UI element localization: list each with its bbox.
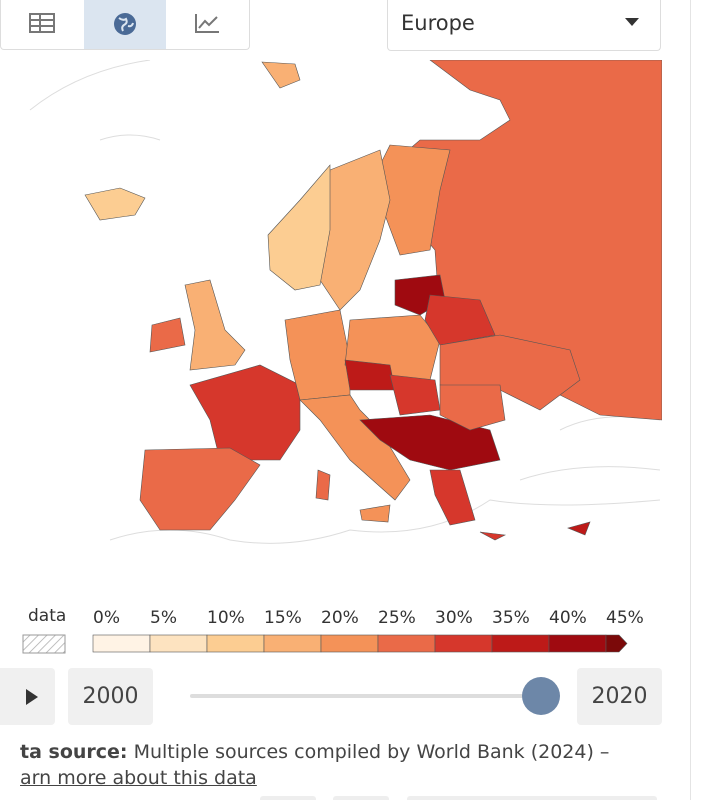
play-icon [25, 688, 38, 705]
legend-label: 40% [549, 608, 587, 628]
legend-swatch [548, 634, 607, 653]
source-label: ta source: [20, 741, 128, 763]
legend-label: 35% [492, 608, 530, 628]
start-year[interactable]: 2000 [68, 668, 153, 725]
legend-label: 45% [606, 608, 644, 628]
legend-swatch [263, 634, 322, 653]
chart-tab[interactable] [194, 12, 220, 34]
source-link[interactable]: arn more about this data [20, 767, 257, 789]
countries [84, 60, 662, 541]
legend-swatch [92, 634, 151, 653]
no-data-swatch [22, 634, 66, 654]
slider-knob[interactable] [522, 677, 560, 715]
tab-bar [0, 0, 250, 50]
region-dropdown[interactable]: Europe [387, 0, 661, 51]
legend-swatch [320, 634, 379, 653]
footer-button [260, 796, 316, 800]
legend-label: 25% [378, 608, 416, 628]
map [29, 60, 662, 544]
play-button[interactable] [0, 668, 55, 725]
slider-track [190, 694, 540, 698]
region-label: Europe [401, 11, 475, 35]
legend-swatch [605, 634, 628, 653]
footer-button [407, 796, 657, 800]
divider [690, 0, 691, 800]
legend-label: 10% [207, 608, 245, 628]
legend-label: 30% [435, 608, 473, 628]
footer-button [333, 796, 389, 800]
legend: 0% 5% 10% 15% 20% 25% 30% 35% 40% 45% [92, 608, 644, 653]
legend-label: 5% [150, 608, 177, 628]
globe-icon [114, 13, 136, 35]
legend-swatch [377, 634, 436, 653]
end-year[interactable]: 2020 [577, 668, 662, 725]
legend-swatch [434, 634, 493, 653]
source-text: Multiple sources compiled by World Bank … [133, 741, 610, 763]
legend-swatch [491, 634, 550, 653]
no-data-label: data [28, 606, 67, 626]
legend-label: 15% [264, 608, 302, 628]
table-tab[interactable] [29, 12, 55, 34]
source-line: ta source: Multiple sources compiled by … [20, 741, 609, 763]
legend-label: 0% [93, 608, 120, 628]
map-tab[interactable] [84, 0, 166, 49]
legend-label: 20% [321, 608, 359, 628]
legend-swatch [206, 634, 265, 653]
legend-swatch [149, 634, 208, 653]
dropdown-arrow [625, 18, 639, 26]
